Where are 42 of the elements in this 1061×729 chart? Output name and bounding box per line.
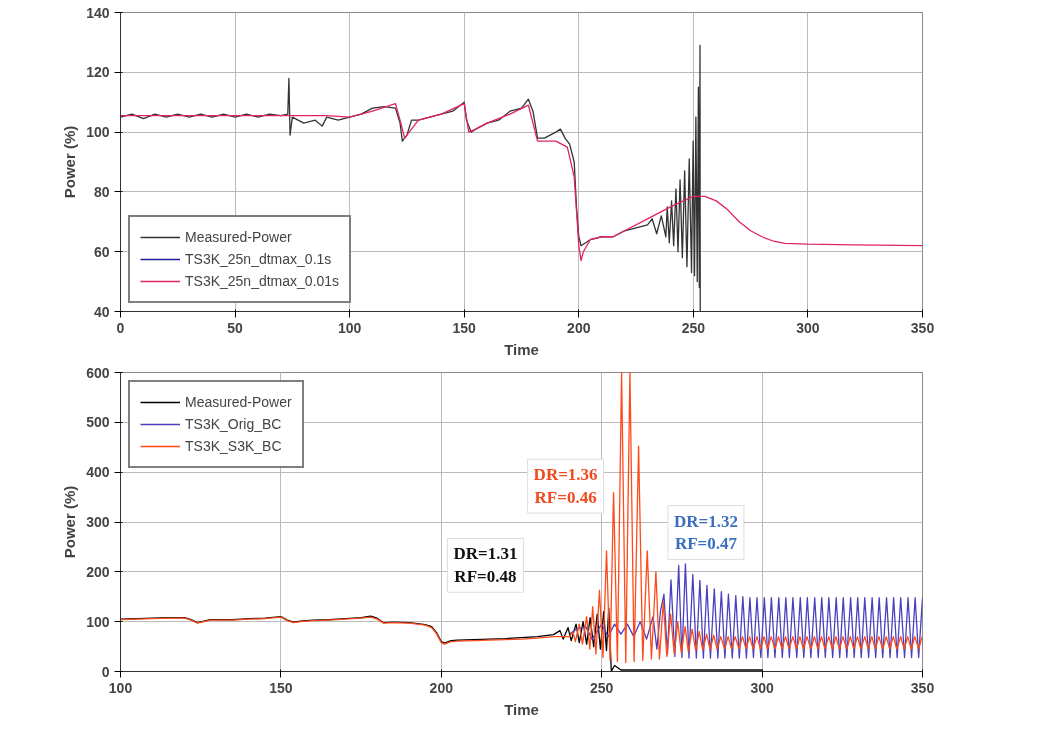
y-axis-title: Power (%) <box>61 485 79 559</box>
y-tick-label: 140 <box>86 4 110 21</box>
y-tick-label: 500 <box>86 414 110 431</box>
legend-label: TS3K_S3K_BC <box>185 438 282 454</box>
y-tick-label: 100 <box>86 124 110 141</box>
x-tick-label: 350 <box>910 679 935 696</box>
y-tick-label: 120 <box>86 64 110 81</box>
x-tick-label: 300 <box>796 319 820 336</box>
x-tick-label: 150 <box>452 319 477 336</box>
x-axis-title: Time <box>504 700 539 718</box>
y-tick-label: 600 <box>86 364 110 381</box>
x-tick-label: 250 <box>590 679 614 696</box>
legend-label: TS3K_25n_dtmax_0.01s <box>185 273 340 289</box>
x-tick-label: 0 <box>116 319 125 336</box>
y-tick-label: 40 <box>93 303 110 320</box>
y-tick-label: 100 <box>86 613 110 630</box>
x-tick-label: 250 <box>681 319 706 336</box>
line-series <box>568 563 923 659</box>
y-tick-label: 0 <box>101 663 110 680</box>
y-tick-label: 300 <box>86 514 110 530</box>
legend-label: TS3K_Orig_BC <box>185 416 282 432</box>
x-tick-label: 200 <box>429 679 454 696</box>
legend-label: TS3K_25n_dtmax_0.1s <box>185 251 332 267</box>
y-tick-label: 400 <box>86 464 110 481</box>
y-tick-label: 80 <box>93 183 110 200</box>
legend-label: Measured-Power <box>185 229 292 245</box>
x-axis-title: Time <box>504 340 539 358</box>
line-series <box>120 372 923 664</box>
x-tick-label: 350 <box>910 319 935 336</box>
x-tick-label: 100 <box>108 679 133 696</box>
x-tick-label: 200 <box>567 319 591 336</box>
annotation: DR=1.31 RF=0.48 <box>453 544 518 587</box>
x-tick-label: 100 <box>337 319 362 336</box>
y-axis-title: Power (%) <box>61 125 79 199</box>
x-tick-label: 300 <box>750 679 774 696</box>
y-tick-label: 60 <box>93 243 110 260</box>
legend-label: Measured-Power <box>185 394 292 410</box>
annotation: DR=1.36 RF=0.46 <box>533 465 598 508</box>
y-tick-label: 200 <box>86 563 110 580</box>
x-tick-label: 150 <box>269 679 293 696</box>
x-tick-label: 50 <box>227 319 244 336</box>
annotation: DR=1.32 RF=0.47 <box>673 511 738 554</box>
